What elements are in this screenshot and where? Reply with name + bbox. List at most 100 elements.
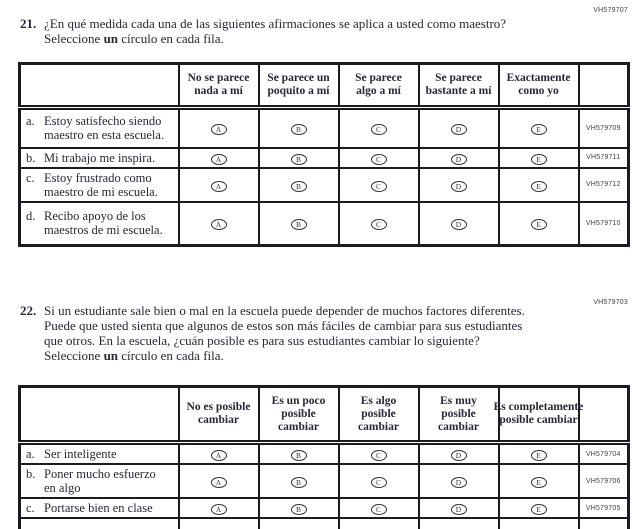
row-statement: Portarse bien en clase	[44, 501, 153, 515]
response-bubble-d[interactable]: D	[450, 450, 467, 461]
q22-row-clipped	[18, 517, 630, 529]
row-code: VH579705	[577, 497, 630, 519]
row-statement: Estoy frustrado como maestro de mi escue…	[44, 170, 158, 199]
response-bubble-a[interactable]: A	[210, 477, 227, 488]
response-bubble-c[interactable]: C	[370, 450, 387, 461]
statement-cell: a. Ser inteligente	[18, 441, 180, 465]
question-22-response-table: No es posible cambiar Es un poco posible…	[18, 385, 630, 529]
q21-header-empty	[18, 62, 180, 110]
question-22-text: Si un estudiante sale bien o mal en la e…	[44, 303, 525, 363]
response-bubble-c[interactable]: C	[370, 477, 387, 488]
question-21-number: 21.	[20, 16, 37, 31]
statement-cell: b. Poner mucho esfuerzo en algo	[18, 463, 180, 499]
row-letter: b.	[26, 150, 36, 165]
q21-row-a: a. Estoy satisfecho siendo maestro en est…	[18, 106, 630, 149]
response-bubble-c[interactable]: C	[370, 219, 387, 231]
q21-row-b: b. Mi trabajo me inspira. A B C D E VH579…	[18, 146, 630, 169]
row-statement: Recibo apoyo de los maestros de mi escue…	[44, 209, 163, 238]
q21-column-header-2: Se parece un poquito a mí	[257, 62, 340, 110]
row-statement: Ser inteligente	[44, 447, 117, 461]
q22-column-header-5: Es completamente posible cambiar	[494, 385, 583, 445]
response-bubble-b[interactable]: B	[290, 219, 307, 231]
q21-row-c: c. Estoy frustrado como maestro de mi esc…	[18, 166, 630, 203]
row-letter: c.	[26, 170, 35, 185]
q22-header-code-col	[577, 385, 630, 445]
q22-row-b: b. Poner mucho esfuerzo en algo A B C D E…	[18, 463, 630, 499]
q21-column-header-3: Se parece algo a mí	[337, 62, 420, 110]
response-bubble-e[interactable]: E	[530, 219, 547, 231]
statement-cell: b. Mi trabajo me inspira.	[18, 146, 180, 169]
response-bubble-a[interactable]: A	[210, 124, 227, 136]
q21-column-header-5: Exactamente como yo	[497, 62, 580, 110]
response-bubble-a[interactable]: A	[210, 219, 227, 231]
row-code: VH579712	[577, 166, 630, 203]
row-statement: Estoy satisfecho siendo maestro en esta …	[44, 114, 165, 143]
response-bubble-c[interactable]: C	[370, 180, 387, 192]
q22-row-c: c. Portarse bien en clase A B C D E VH579…	[18, 497, 630, 519]
response-bubble-d[interactable]: D	[450, 477, 467, 488]
row-code: VH579704	[577, 441, 630, 465]
q21-column-header-4: Se parece bastante a mí	[417, 62, 500, 110]
response-bubble-d[interactable]: D	[450, 504, 467, 515]
response-bubble-d[interactable]: D	[450, 219, 467, 231]
q22-column-header-1: No es posible cambiar	[177, 385, 260, 445]
q22-header-row: No es posible cambiar Es un poco posible…	[18, 385, 630, 445]
response-bubble-b[interactable]: B	[290, 504, 307, 515]
question-22: 22. Si un estudiante sale bien o mal en …	[20, 303, 536, 363]
response-bubble-c[interactable]: C	[370, 124, 387, 136]
row-code: VH579709	[577, 106, 630, 149]
row-statement: Mi trabajo me inspira.	[44, 150, 156, 165]
q22-header-empty	[18, 385, 180, 445]
question-21-code: VH579707	[593, 7, 628, 14]
response-bubble-b[interactable]: B	[290, 477, 307, 488]
statement-cell: d. Recibo apoyo de los maestros de mi esc…	[18, 200, 180, 247]
response-bubble-e[interactable]: E	[530, 450, 547, 461]
statement-cell: a. Estoy satisfecho siendo maestro en est…	[18, 106, 180, 149]
response-bubble-d[interactable]: D	[450, 180, 467, 192]
row-letter: c.	[26, 501, 35, 515]
row-code: VH579711	[577, 146, 630, 169]
response-bubble-b[interactable]: B	[290, 124, 307, 136]
response-bubble-b[interactable]: B	[290, 450, 307, 461]
response-bubble-d[interactable]: D	[450, 124, 467, 136]
response-bubble-c[interactable]: C	[370, 504, 387, 515]
question-21-response-table: No se parece nada a mí Se parece un poqu…	[18, 62, 630, 247]
q22-row-a: a. Ser inteligente A B C D E VH579704	[18, 441, 630, 465]
row-letter: b.	[26, 467, 36, 481]
q22-column-header-2: Es un poco posible cambiar	[257, 385, 340, 445]
response-bubble-e[interactable]: E	[530, 124, 547, 136]
response-bubble-a[interactable]: A	[210, 504, 227, 515]
response-bubble-a[interactable]: A	[210, 153, 227, 165]
statement-cell: c. Estoy frustrado como maestro de mi esc…	[18, 166, 180, 203]
row-code: VH579710	[577, 200, 630, 247]
response-bubble-e[interactable]: E	[530, 504, 547, 515]
response-bubble-a[interactable]: A	[210, 450, 227, 461]
row-statement: Poner mucho esfuerzo en algo	[44, 467, 156, 495]
question-22-number: 22.	[20, 303, 37, 318]
question-21-bold-word: un	[103, 31, 119, 46]
question-22-code: VH579703	[593, 299, 628, 306]
response-bubble-c[interactable]: C	[370, 153, 387, 165]
response-bubble-e[interactable]: E	[530, 153, 547, 165]
question-21-text: ¿En qué medida cada una de las siguiente…	[44, 16, 507, 46]
q21-column-header-1: No se parece nada a mí	[177, 62, 260, 110]
response-bubble-e[interactable]: E	[530, 477, 547, 488]
question-22-bold-word: un	[103, 348, 119, 363]
question-21: 21. ¿En qué medida cada una de las sigui…	[20, 16, 530, 46]
q22-column-header-3: Es algo posible cambiar	[337, 385, 420, 445]
response-bubble-e[interactable]: E	[530, 180, 547, 192]
response-bubble-a[interactable]: A	[210, 180, 227, 192]
statement-cell: c. Portarse bien en clase	[18, 497, 180, 519]
response-bubble-b[interactable]: B	[290, 153, 307, 165]
q21-header-row: No se parece nada a mí Se parece un poqu…	[18, 62, 630, 110]
row-letter: a.	[26, 447, 35, 461]
q21-row-d: d. Recibo apoyo de los maestros de mi esc…	[18, 200, 630, 247]
q21-header-code-col	[577, 62, 630, 110]
response-bubble-b[interactable]: B	[290, 180, 307, 192]
q22-column-header-4: Es muy posible cambiar	[417, 385, 500, 445]
row-letter: a.	[26, 114, 35, 129]
row-code: VH579706	[577, 463, 630, 499]
response-bubble-d[interactable]: D	[450, 153, 467, 165]
row-letter: d.	[26, 209, 36, 224]
